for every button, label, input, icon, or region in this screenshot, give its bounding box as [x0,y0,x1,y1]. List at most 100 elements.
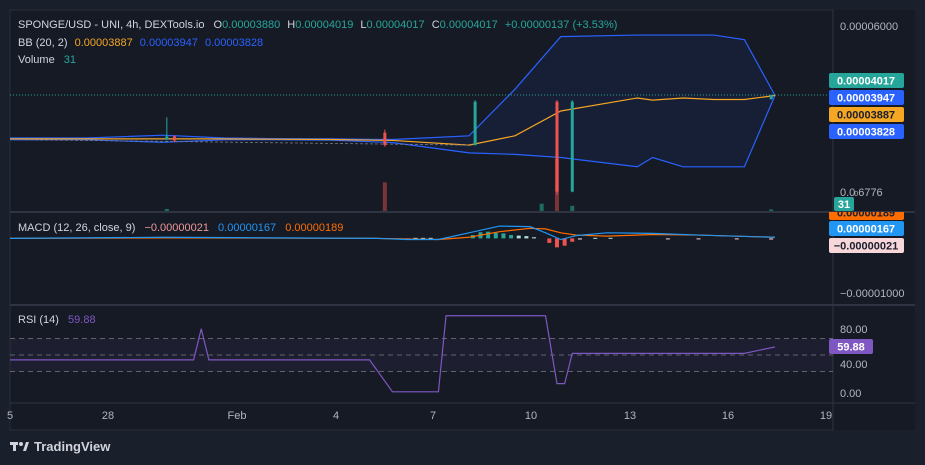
rsi-badge [829,339,873,354]
time-tick-label: Feb [228,410,247,422]
volume-bar [769,209,774,211]
rsi-legend[interactable]: RSI (14) 59.88 [18,314,96,326]
bb-legend-label: BB (20, 2) [18,37,68,49]
bb-upper-badge [829,90,904,105]
macd-hist-value: −0.00000021 [144,222,209,234]
bb-lower-value: 0.00003828 [205,37,263,49]
macd-histogram-bar [554,238,559,248]
rsi-tick-label: 40.00 [840,359,868,371]
macd-hist-badge [829,238,904,253]
macd-line-value: 0.00000167 [218,222,276,234]
macd-partial-badge-rect [829,212,904,220]
macd-partial-badge-text: 0.00000189 [837,208,895,220]
high-label: H [287,19,295,31]
bb-basis-value: 0.00003887 [75,37,133,49]
candle-body [172,136,176,141]
bb-lower-badge-text: 0.00003828 [837,127,895,139]
price-tick-label-part-b: 0 [854,191,858,198]
macd-histogram-bar [665,238,670,240]
rsi-legend-value: 59.88 [68,314,96,326]
close-value: 0.00004017 [440,19,498,31]
macd-histogram-bar [413,237,418,239]
time-axis[interactable]: 5 28 Feb 4 7 10 13 16 19 [7,410,832,422]
price-guide-line [9,139,470,146]
macd-histogram-bar [608,237,613,239]
time-tick-label: 28 [102,410,114,422]
macd-histogram-bar [577,238,582,240]
candle-body [769,94,773,100]
tradingview-logo-icon [10,442,29,451]
price-badges: 0.00004017 0.00003947 0.00003887 0.00003… [829,73,904,211]
rsi-axis: 80.00 40.00 0.00 59.88 [829,324,873,400]
candle-body [473,101,477,146]
macd-tick-label: −0.00001000 [840,288,905,300]
macd-signal-value: 0.00000189 [285,222,343,234]
rsi-badge-text: 59.88 [837,342,865,354]
macd-histogram-bar [509,235,514,239]
rsi-line [10,315,776,393]
time-tick-label: 5 [7,410,13,422]
candle-body [570,101,574,192]
last-price-badge [829,73,904,88]
macd-line-badge [829,221,904,236]
volume-bar [539,203,544,211]
macd-histogram-bar [593,237,598,239]
time-tick-label: 16 [722,410,734,422]
macd-hist-badge-text: −0.00000021 [834,241,899,253]
time-tick-label: 4 [333,410,339,422]
macd-histogram-bar [428,237,433,239]
macd-histogram-bar [532,237,537,239]
bb-band-fill [10,35,775,167]
low-label: L [360,19,366,31]
bb-upper-value: 0.00003947 [140,37,198,49]
time-tick-label: 13 [624,410,636,422]
macd-axis: 0.00000189 0.00000167 −0.00000021 −0.000… [829,208,905,300]
bb-lower-line [10,95,776,168]
bb-upper-line [10,34,776,141]
high-value: 0.00004019 [295,19,353,31]
bb-legend[interactable]: BB (20, 2) 0.00003887 0.00003947 0.00003… [18,37,263,49]
macd-pane[interactable] [9,225,776,248]
macd-partial-badge: 0.00000189 [829,208,904,220]
price-tick-label-part-c: 6776 [858,187,882,199]
bb-upper-badge-text: 0.00003947 [837,93,895,105]
macd-histogram-bar [570,238,575,242]
price-pane[interactable] [9,34,833,211]
macd-legend[interactable]: MACD (12, 26, close, 9) −0.00000021 0.00… [18,222,343,234]
macd-histogram-bar [769,238,774,240]
macd-histogram-bar [516,235,521,239]
macd-histogram-bar [734,238,739,240]
volume-bar [382,182,387,211]
close-label: C [432,19,440,31]
time-tick-label: 19 [820,410,832,422]
tradingview-logo[interactable]: TradingView [10,439,111,454]
volume-legend-label: Volume [18,54,55,66]
tradingview-brand: TradingView [34,439,111,454]
bb-lower-badge [829,124,904,139]
low-value: 0.00004017 [367,19,425,31]
macd-line-badge-text: 0.00000167 [837,224,895,236]
open-label: O [214,19,223,31]
price-tick-label-partial: 0.006776 [840,187,883,199]
rsi-legend-label: RSI (14) [18,314,59,326]
header-legend[interactable]: SPONGE/USD - UNI, 4h, DEXTools.io O0.000… [18,19,617,31]
change-value: +0.00000137 (+3.53%) [505,19,618,31]
candle-body [555,101,559,192]
macd-histogram-bar [493,232,498,239]
volume-bar [164,208,169,211]
price-tick-label: 0.00006000 [840,21,898,33]
bb-basis-line [10,94,776,146]
bb-basis-badge-text: 0.00003887 [837,110,895,122]
bb-basis-badge [829,107,904,122]
time-tick-label: 7 [430,410,436,422]
rsi-pane[interactable] [10,315,833,393]
macd-histogram-bar [501,233,506,239]
volume-legend[interactable]: Volume 31 [18,54,76,66]
rsi-tick-label: 0.00 [840,388,861,400]
macd-histogram-bar [421,237,426,239]
macd-line [9,225,776,241]
price-tick-label-part-a: 0.0 [840,187,855,199]
last-price-badge-text: 0.00004017 [837,76,895,88]
macd-histogram-bar [562,238,567,246]
volume-legend-value: 31 [64,54,76,66]
